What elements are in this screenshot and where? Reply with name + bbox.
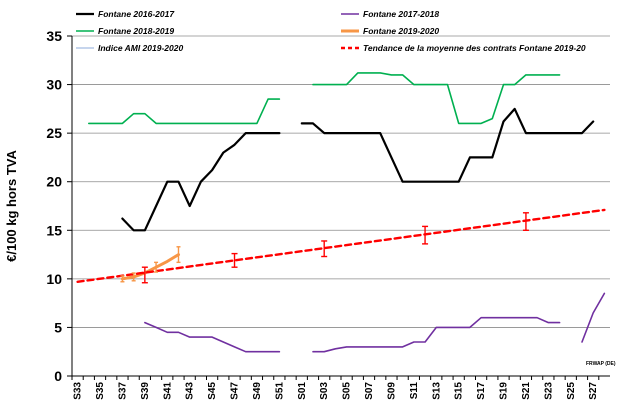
y-tick-labels: 0 5 10 15 20 25 30 35 — [46, 28, 62, 384]
x-tick-label-S21: S21 — [521, 382, 532, 400]
x-tick-label-S51: S51 — [274, 382, 285, 400]
x-tick-label-S33: S33 — [73, 382, 84, 400]
y-tick-label-15: 15 — [46, 222, 62, 238]
series-3-segment-0 — [120, 253, 180, 281]
x-tick-label-S03: S03 — [319, 382, 330, 400]
series-1-segment-0 — [144, 321, 281, 353]
series-0-segment-1 — [300, 107, 595, 183]
y-tick-label-10: 10 — [46, 271, 62, 287]
y-tick-label-35: 35 — [46, 28, 62, 44]
series-lines — [76, 72, 606, 353]
series-1-segment-2 — [581, 292, 606, 343]
x-tick-label-S15: S15 — [454, 382, 465, 400]
series-0-segment-0 — [121, 132, 281, 232]
series-2-segment-0 — [88, 98, 281, 125]
x-tick-label-S39: S39 — [140, 382, 151, 400]
x-tick-labels: S33 S35 S37 S39 S41 S43 S45 S47 S49 S51 S01 S03 S05 S… — [73, 382, 600, 400]
x-tick-label-S13: S13 — [431, 382, 442, 400]
x-tick-label-S11: S11 — [409, 382, 420, 400]
x-tick-label-S19: S19 — [499, 382, 510, 400]
legend-label-3: Fontane 2019-2020 — [363, 26, 439, 36]
chart-annotation: FRWAP (DE) — [586, 361, 616, 367]
legend-label-0: Fontane 2016-2017 — [98, 9, 175, 19]
y-axis-label: €/100 kg hors TVA — [4, 150, 19, 262]
x-tick-label-S43: S43 — [185, 382, 196, 400]
gridlines — [67, 35, 610, 377]
x-tick-label-S35: S35 — [95, 382, 106, 400]
legend-label-1: Fontane 2017-2018 — [363, 9, 439, 19]
y-tick-label-25: 25 — [46, 125, 62, 141]
x-tick-label-S27: S27 — [588, 382, 599, 400]
axes — [71, 36, 610, 380]
y-tick-label-0: 0 — [54, 368, 62, 384]
series-5-segment-0 — [76, 208, 606, 283]
x-tick-label-S09: S09 — [386, 382, 397, 400]
legend-label-2: Fontane 2018-2019 — [98, 26, 174, 36]
x-tick-label-S17: S17 — [476, 382, 487, 400]
x-tick-label-S47: S47 — [230, 382, 241, 400]
x-tick-label-S05: S05 — [342, 382, 353, 400]
y-tick-label-30: 30 — [46, 77, 62, 93]
series-2-segment-1 — [312, 72, 561, 125]
legend-label-5: Tendance de la moyenne des contrats Font… — [363, 43, 586, 53]
x-tick-label-S37: S37 — [117, 382, 128, 400]
x-tick-label-S41: S41 — [162, 382, 173, 400]
x-tick-label-S25: S25 — [566, 382, 577, 400]
x-tick-label-S49: S49 — [252, 382, 263, 400]
legend: Fontane 2016-2017 Fontane 2017-2018 Fontan… — [76, 9, 586, 53]
x-tick-label-S23: S23 — [543, 382, 554, 400]
x-tick-label-S45: S45 — [207, 382, 218, 400]
x-tick-label-S01: S01 — [297, 382, 308, 400]
y-tick-label-5: 5 — [54, 319, 62, 335]
x-tick-label-S07: S07 — [364, 382, 375, 400]
error-bars — [120, 212, 529, 284]
legend-label-4: Indice AMI 2019-2020 — [98, 43, 183, 53]
series-1-segment-1 — [312, 316, 561, 353]
y-tick-label-20: 20 — [46, 174, 62, 190]
